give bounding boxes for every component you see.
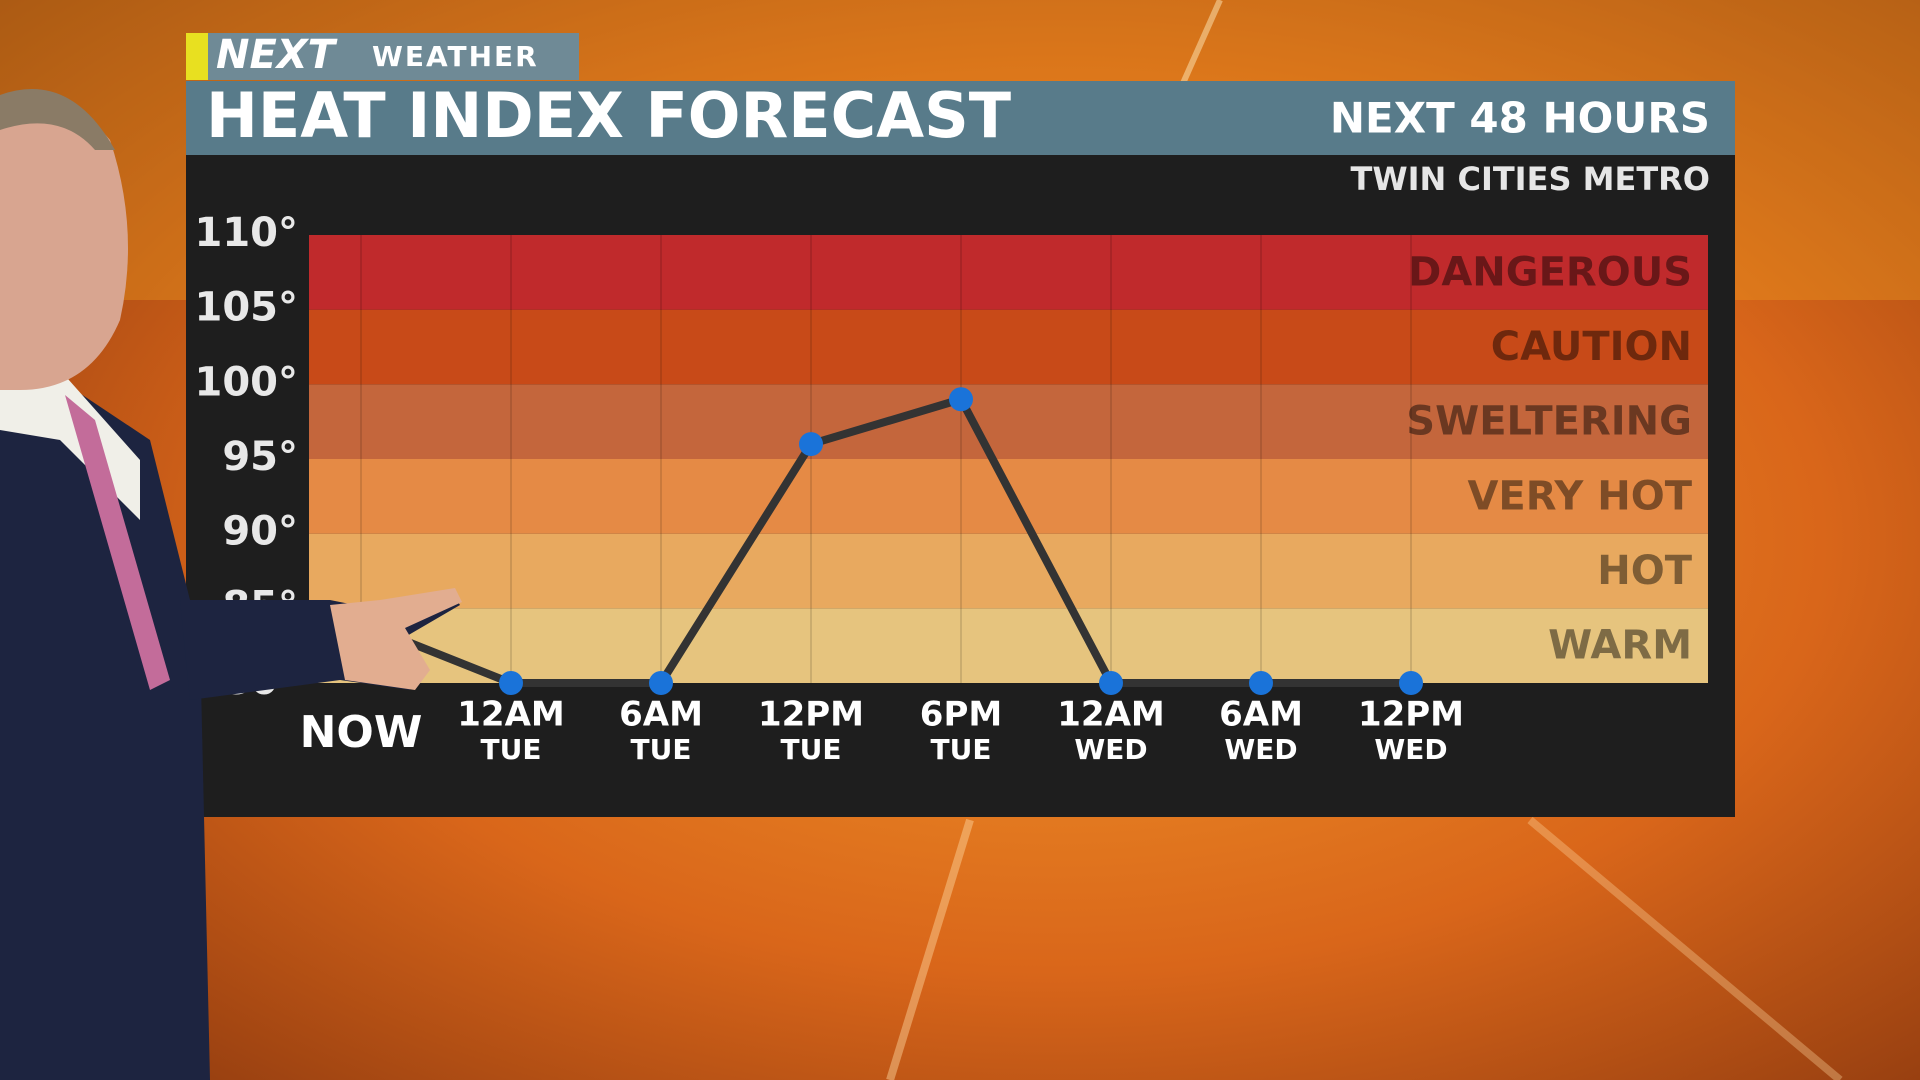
tie	[65, 395, 170, 690]
data-point	[799, 432, 823, 457]
band-label: WARM	[1548, 623, 1692, 669]
band-label: DANGEROUS	[1408, 249, 1692, 295]
x-tick-label: 6AM	[619, 695, 703, 735]
band-label: SWELTERING	[1406, 399, 1692, 445]
data-point	[1099, 671, 1123, 695]
logo: NEXT	[216, 32, 338, 78]
band	[309, 608, 1708, 683]
chart-subtitle: NEXT 48 HOURS	[1330, 94, 1710, 143]
x-tick-label: 6AM	[1219, 695, 1303, 735]
data-point	[1249, 671, 1273, 695]
logo-section: WEATHER	[372, 40, 539, 73]
band-label: CAUTION	[1491, 324, 1692, 370]
x-tick-label: 6PM	[920, 695, 1002, 735]
x-tick-label: 12AM	[1057, 695, 1164, 735]
band-label: HOT	[1597, 548, 1692, 594]
header-bar	[186, 81, 1735, 155]
y-tick-label: 110°	[195, 210, 299, 256]
presenter	[0, 89, 462, 1080]
y-tick-label: 90°	[222, 509, 298, 555]
x-tick-day: WED	[1074, 733, 1147, 766]
hand	[330, 588, 462, 690]
logo-accent	[186, 33, 208, 80]
suit	[0, 380, 210, 1080]
x-tick-day: WED	[1374, 733, 1447, 766]
sun-ray	[886, 818, 974, 1080]
sun-ray	[1177, 0, 1223, 92]
band	[309, 533, 1708, 609]
chart-title: HEAT INDEX FORECAST	[206, 79, 1011, 152]
y-tick-label: 95°	[222, 434, 298, 480]
x-tick-day: WED	[1224, 733, 1297, 766]
face	[0, 95, 128, 390]
data-point	[499, 671, 523, 695]
x-tick-day: TUE	[481, 733, 542, 766]
data-point	[649, 671, 673, 695]
x-tick-day: TUE	[781, 733, 842, 766]
sun-ray	[1527, 816, 1843, 1080]
x-tick-day: TUE	[931, 733, 992, 766]
logo-box	[208, 33, 579, 80]
plot: WARM HOT VERY HOT SWELTERING CAUTION DANGEROU…	[195, 210, 1708, 766]
band	[309, 309, 1708, 385]
data-point	[1399, 671, 1423, 695]
location: TWIN CITIES METRO	[1351, 160, 1711, 198]
x-tick-label: NOW	[300, 707, 423, 758]
band	[309, 384, 1708, 459]
data-line	[359, 395, 1411, 687]
band-label: VERY HOT	[1467, 473, 1692, 519]
x-tick-label: 12AM	[457, 695, 564, 735]
y-tick-label: 100°	[195, 359, 299, 405]
x-tick-label: 12PM	[1358, 695, 1464, 735]
hair	[0, 89, 115, 150]
x-tick-day: TUE	[631, 733, 692, 766]
x-tick-label: 12PM	[758, 695, 864, 735]
band	[309, 235, 1708, 310]
data-point	[949, 387, 973, 412]
y-tick-label: 105°	[195, 285, 299, 331]
